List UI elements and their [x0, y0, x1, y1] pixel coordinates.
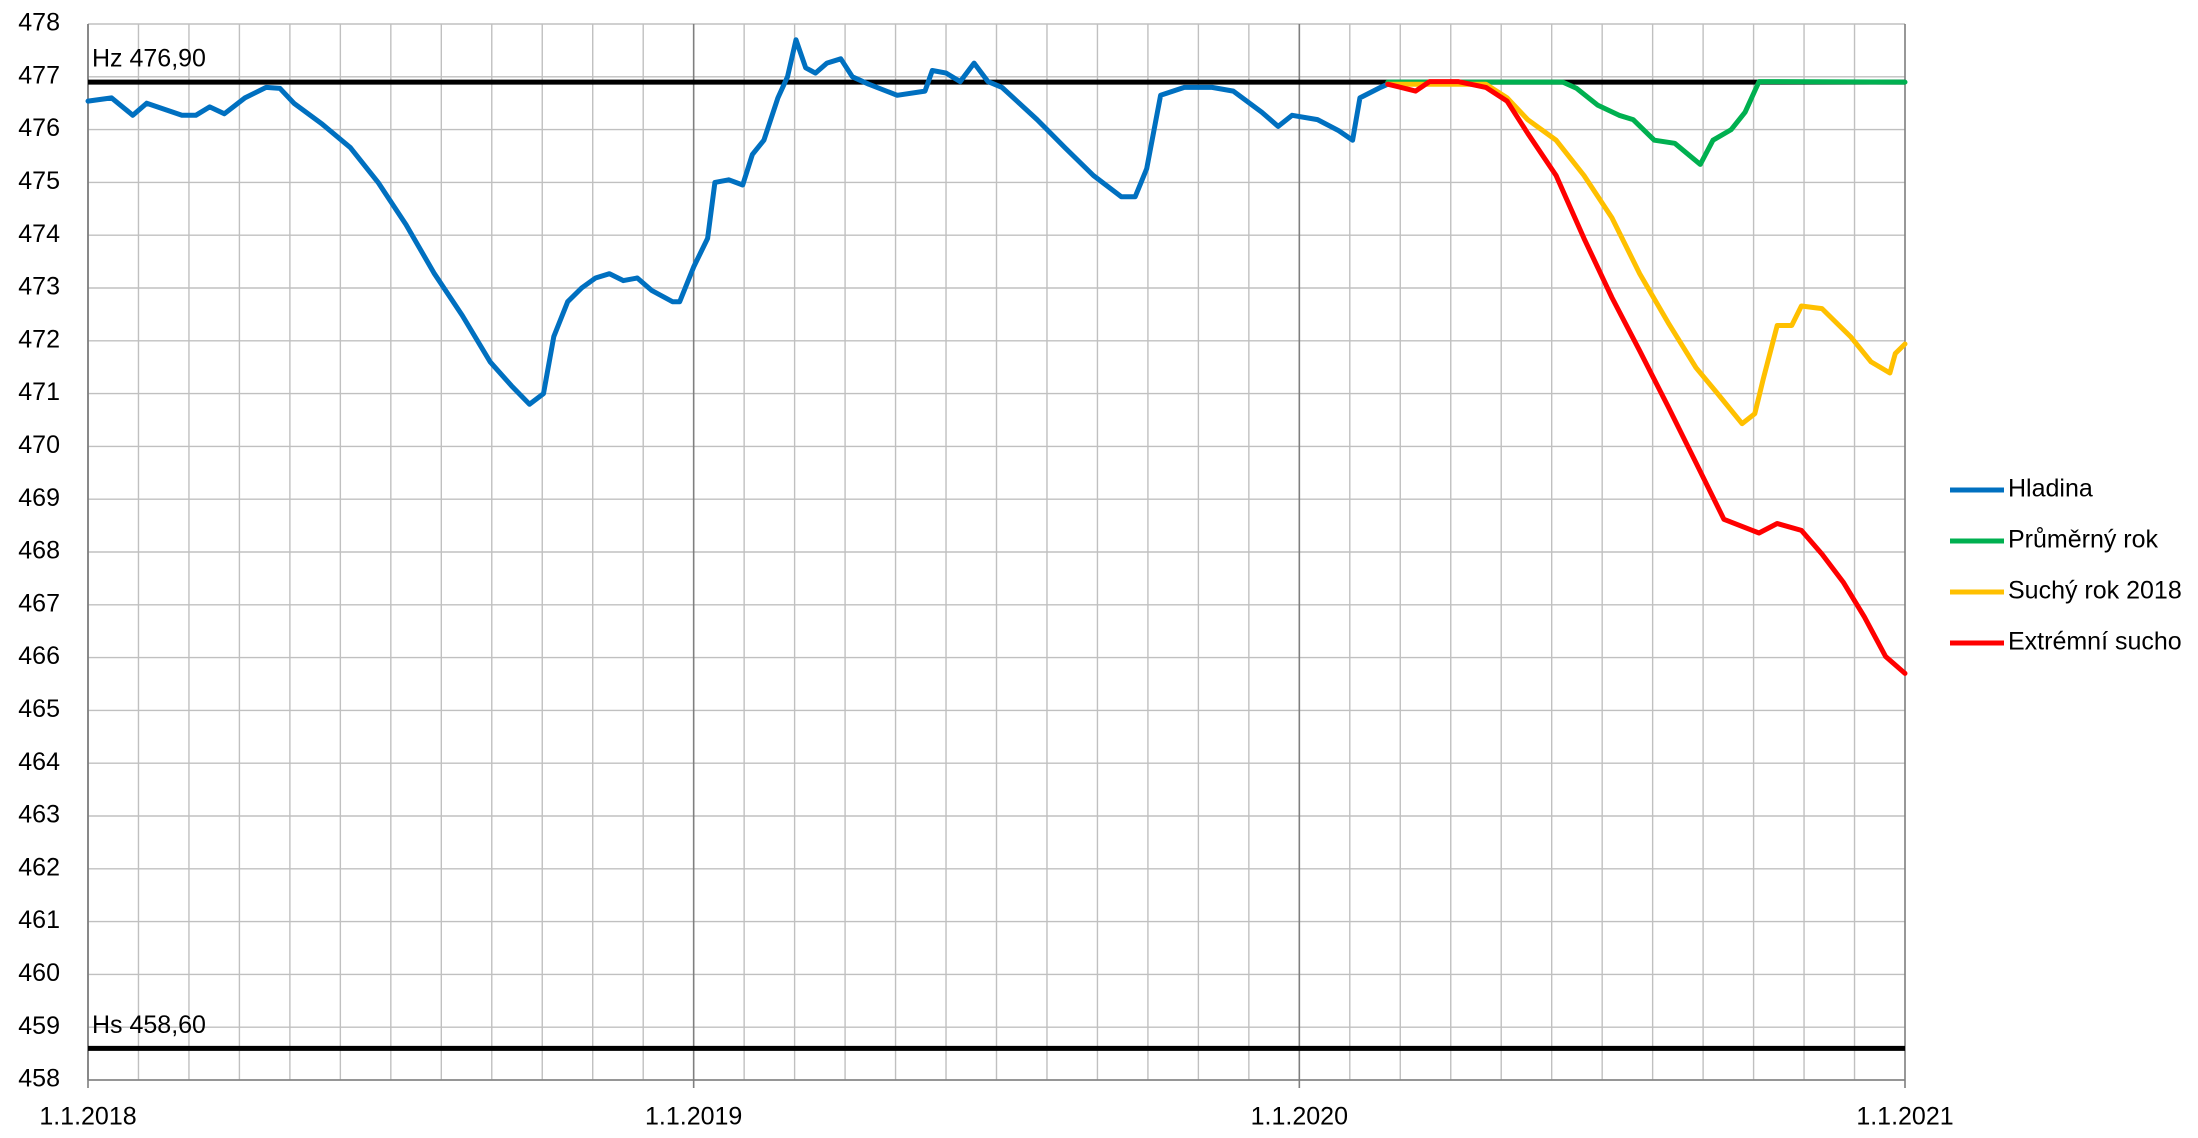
x-tick-label: 1.1.2021	[1856, 1103, 1953, 1131]
legend-label: Suchý rok 2018	[2008, 577, 2182, 605]
y-tick-label: 462	[18, 853, 60, 881]
legend-label: Hladina	[2008, 475, 2093, 503]
y-tick-label: 474	[18, 220, 60, 248]
series-line	[1385, 79, 1908, 676]
y-tick-label: 467	[18, 589, 60, 617]
reference-label: Hs 458,60	[92, 1011, 206, 1039]
y-tick-label: 471	[18, 378, 60, 406]
y-tick-label: 470	[18, 431, 60, 459]
y-tick-label: 465	[18, 695, 60, 723]
y-tick-label: 475	[18, 167, 60, 195]
series-line	[1385, 81, 1908, 427]
y-tick-label: 459	[18, 1012, 60, 1040]
y-tick-label: 472	[18, 325, 60, 353]
y-tick-label: 464	[18, 748, 60, 776]
legend-label: Průměrný rok	[2008, 526, 2159, 554]
x-tick-label: 1.1.2019	[645, 1103, 742, 1131]
y-tick-label: 463	[18, 801, 60, 829]
y-tick-label: 468	[18, 537, 60, 565]
y-tick-label: 473	[18, 273, 60, 301]
y-tick-label: 476	[18, 114, 60, 142]
y-tick-label: 460	[18, 959, 60, 987]
y-tick-label: 466	[18, 642, 60, 670]
legend-label: Extrémní sucho	[2008, 628, 2182, 656]
reference-label: Hz 476,90	[92, 45, 206, 73]
y-tick-label: 469	[18, 484, 60, 512]
y-tick-label: 478	[18, 9, 60, 37]
series-line	[85, 37, 1391, 407]
y-tick-label: 458	[18, 1065, 60, 1093]
y-tick-label: 461	[18, 906, 60, 934]
x-tick-label: 1.1.2018	[39, 1103, 136, 1131]
series-line	[1385, 79, 1908, 167]
x-tick-label: 1.1.2020	[1251, 1103, 1348, 1131]
y-tick-label: 477	[18, 61, 60, 89]
